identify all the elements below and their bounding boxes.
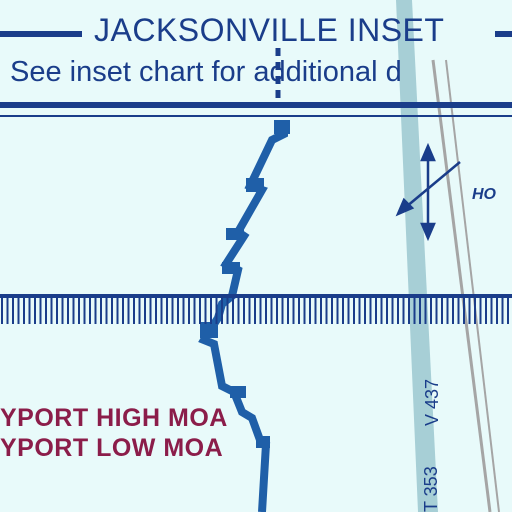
hashed-boundary [0, 294, 512, 324]
hot-label: HO [472, 186, 496, 203]
airway-label-t353: T 353 [421, 466, 441, 512]
inset-subtitle: See inset chart for additional d [10, 56, 402, 88]
inset-title: JACKSONVILLE INSET [94, 12, 445, 48]
moa-low-label: YPORT LOW MOA [0, 434, 224, 462]
moa-high-label: YPORT HIGH MOA [0, 404, 228, 432]
airway-band [396, 0, 438, 512]
airway-label-v437: V 437 [422, 378, 442, 426]
moa-boundary-ticks [200, 120, 290, 448]
crossed-double-arrow-icon [395, 142, 461, 242]
road-lines [431, 59, 500, 512]
